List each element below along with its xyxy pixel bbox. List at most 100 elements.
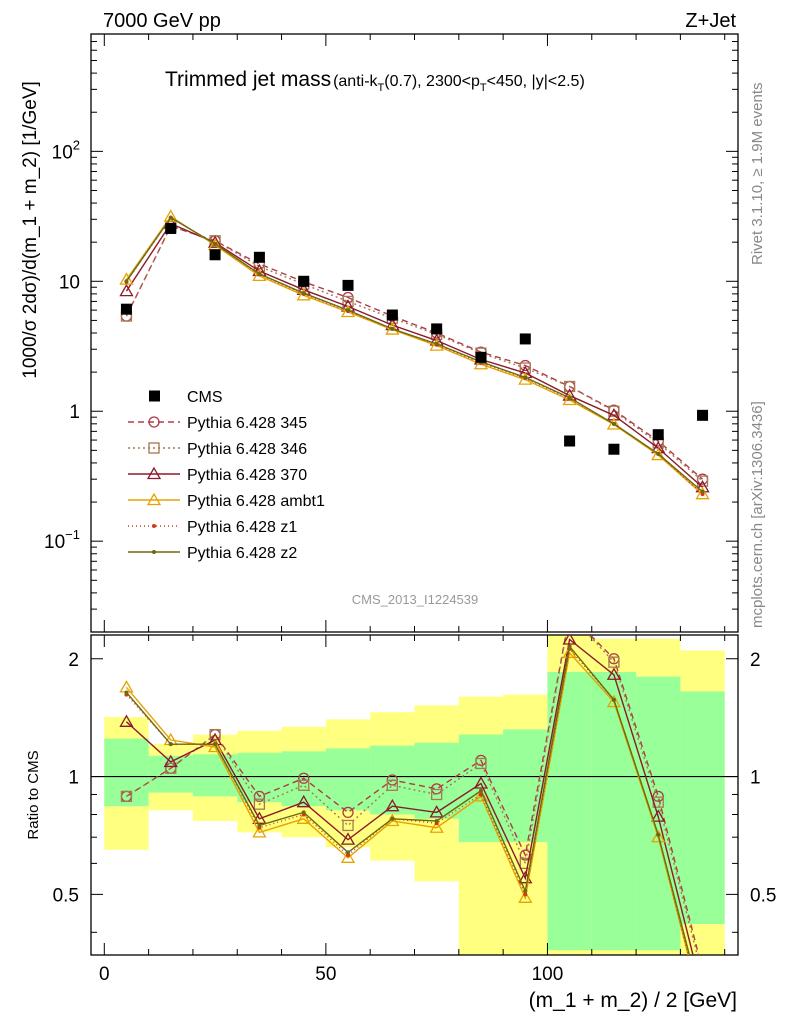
axis-ticks bbox=[91, 33, 738, 955]
data-point bbox=[651, 447, 666, 461]
ratio-series bbox=[124, 644, 691, 955]
data-point bbox=[700, 489, 705, 494]
ratio-series-line bbox=[126, 635, 698, 955]
ratio-series-line bbox=[125, 638, 694, 955]
data-point bbox=[567, 395, 572, 400]
series-line bbox=[125, 215, 704, 495]
band-inner bbox=[104, 738, 149, 807]
mcplots-label: mcplots.cern.ch [arXiv:1306.3436] bbox=[749, 401, 766, 628]
data-point bbox=[434, 341, 439, 346]
y-tick-label: 102 bbox=[52, 137, 80, 163]
legend-label: Pythia 6.428 346 bbox=[187, 441, 307, 458]
data-point bbox=[606, 667, 622, 680]
data-point bbox=[340, 850, 356, 863]
data-point bbox=[301, 810, 306, 815]
data-point bbox=[296, 794, 311, 808]
legend-label: Pythia 6.428 ambt1 bbox=[187, 493, 325, 510]
reference-point bbox=[652, 429, 664, 441]
data-point bbox=[301, 291, 306, 296]
x-tick-label: 0 bbox=[99, 964, 110, 985]
title-sub-mid: (0.7), 2300<p bbox=[384, 73, 480, 90]
legend-swatch bbox=[149, 390, 160, 402]
legend: CMS Pythia 6.428 345 Pythia 6.428 346 Pythi… bbox=[128, 389, 325, 562]
data-point bbox=[695, 486, 710, 500]
data-point bbox=[340, 832, 356, 845]
data-point bbox=[213, 742, 218, 747]
data-point bbox=[390, 326, 395, 331]
legend-entry: Pythia 6.428 ambt1 bbox=[128, 492, 325, 510]
data-point bbox=[651, 809, 666, 822]
legend-entry: CMS bbox=[149, 389, 223, 406]
x-axis-label: (m_1 + m_2) / 2 [GeV] bbox=[529, 989, 737, 1012]
ratio-tick-label: 1 bbox=[68, 768, 79, 789]
data-point bbox=[257, 271, 262, 276]
main-plot-area bbox=[119, 209, 710, 500]
y-tick-label: 1 bbox=[69, 402, 80, 423]
data-point bbox=[148, 442, 160, 454]
title-sub-post: <450, |y|<2.5) bbox=[487, 73, 585, 90]
data-point bbox=[656, 451, 661, 456]
tick-labels: 0 50 100 10−1 1 10 102 0.5 0.5 1 1 2 2 bbox=[44, 137, 776, 985]
series-line bbox=[125, 216, 704, 493]
reference-point bbox=[253, 251, 265, 263]
legend-label: Pythia 6.428 345 bbox=[187, 415, 307, 432]
reference-points bbox=[120, 222, 709, 455]
analysis-watermark: CMS_2013_I1224539 bbox=[352, 592, 479, 607]
data-point bbox=[606, 694, 622, 708]
data-point bbox=[148, 416, 160, 428]
data-point bbox=[168, 215, 173, 220]
data-point bbox=[207, 739, 223, 753]
ratio-tick-label-right: 0.5 bbox=[750, 885, 776, 906]
data-point bbox=[152, 524, 156, 528]
band-inner bbox=[503, 729, 548, 843]
data-point bbox=[119, 714, 134, 727]
legend-label: Pythia 6.428 z2 bbox=[187, 545, 297, 562]
reference-point bbox=[697, 409, 709, 421]
reference-point bbox=[165, 222, 177, 234]
data-point bbox=[565, 609, 575, 619]
data-point bbox=[567, 644, 572, 649]
data-point bbox=[562, 645, 577, 659]
legend-label: Pythia 6.428 370 bbox=[187, 467, 307, 484]
data-point bbox=[385, 798, 400, 812]
data-point bbox=[611, 697, 616, 702]
ratio-series bbox=[119, 635, 694, 955]
reference-point bbox=[298, 275, 310, 287]
legend-entry: Pythia 6.428 z2 bbox=[128, 545, 297, 562]
ratio-tick-label-right: 2 bbox=[750, 650, 761, 671]
data-point bbox=[346, 308, 351, 313]
legend-entry: Pythia 6.428 z1 bbox=[128, 519, 297, 536]
data-point bbox=[298, 772, 310, 784]
data-point bbox=[608, 656, 620, 668]
data-point bbox=[298, 779, 310, 791]
legend-entry: Pythia 6.428 346 bbox=[128, 441, 307, 458]
data-point bbox=[386, 779, 398, 791]
data-point bbox=[119, 680, 134, 693]
ratio-series bbox=[120, 635, 698, 955]
ratio-tick-label: 2 bbox=[68, 650, 79, 671]
data-point bbox=[213, 241, 218, 246]
legend-label: Pythia 6.428 z1 bbox=[187, 519, 297, 536]
ratio-uncertainty-bands bbox=[91, 635, 738, 955]
ratio-series-line bbox=[125, 651, 689, 955]
data-point bbox=[163, 209, 178, 222]
title-sub-sub1: T bbox=[378, 82, 385, 94]
band-inner bbox=[192, 754, 238, 797]
data-point bbox=[168, 742, 173, 747]
data-point bbox=[163, 754, 178, 768]
data-point bbox=[523, 889, 528, 894]
reference-point bbox=[120, 303, 132, 315]
reference-point bbox=[564, 435, 576, 447]
data-point bbox=[252, 811, 267, 824]
data-point bbox=[429, 820, 444, 833]
data-point bbox=[696, 475, 709, 487]
data-point bbox=[253, 798, 266, 810]
y-tick-label: 10 bbox=[59, 272, 80, 293]
data-point bbox=[563, 380, 576, 393]
process-label: Z+Jet bbox=[685, 10, 736, 32]
data-point bbox=[523, 892, 528, 897]
ratio-axis-label: Ratio to CMS bbox=[25, 750, 42, 839]
ratio-series-line bbox=[125, 644, 691, 955]
y-tick-label: 10−1 bbox=[44, 527, 80, 553]
data-point bbox=[606, 417, 622, 430]
